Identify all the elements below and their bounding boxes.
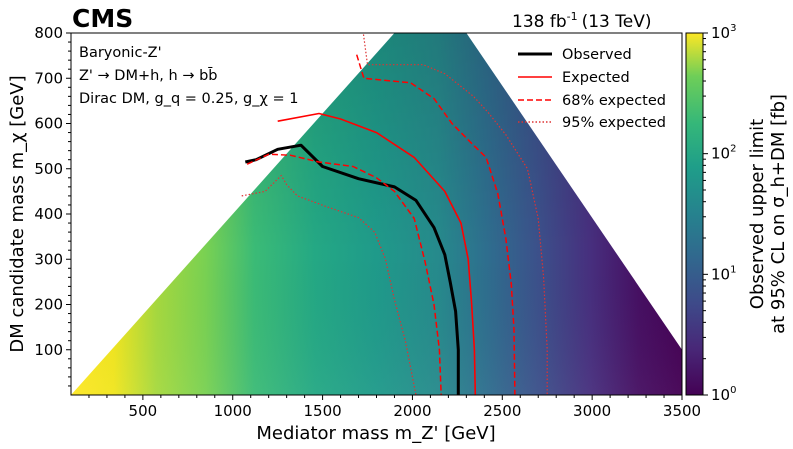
x-axis-label: Mediator mass m_Z' [GeV] — [256, 423, 495, 444]
model-annotation-line2: Z' → DM+h, h → bb̄ — [79, 66, 218, 84]
y-tick-label: 100 — [34, 341, 63, 359]
expected-95-upper-contour — [362, 33, 548, 395]
colorbar-label-line1: Observed upper limit — [747, 119, 768, 309]
model-annotation-line3: Dirac DM, g_q = 0.25, g_χ = 1 — [79, 91, 298, 107]
colorbar-tick-label: 103 — [711, 23, 736, 42]
luminosity-label: 138 fb-1 (13 TeV) — [512, 10, 652, 32]
expected-contour — [277, 112, 477, 395]
y-axis-ticks: 100 200 300 400 500 600 700 800 — [34, 24, 71, 387]
x-tick-label: 1500 — [303, 402, 341, 420]
colorbar-tick-label: 100 — [711, 385, 736, 404]
y-tick-label: 400 — [34, 205, 63, 223]
x-tick-label: 3500 — [663, 402, 701, 420]
colorbar-tick-label: 102 — [711, 144, 736, 163]
x-axis-ticks: 500 1000 1500 2000 2500 3000 3500 — [88, 395, 701, 420]
y-axis-label: DM candidate mass m_χ [GeV] — [7, 75, 28, 352]
expected-68-lower-contour — [246, 153, 442, 395]
colorbar-ticks: 100 101 102 103 — [703, 23, 736, 404]
x-tick-label: 2000 — [393, 402, 431, 420]
y-tick-label: 300 — [34, 250, 63, 268]
x-tick-label: 1000 — [214, 402, 252, 420]
y-tick-label: 200 — [34, 296, 63, 314]
heatmap-shading — [71, 33, 682, 395]
y-tick-label: 600 — [34, 115, 63, 133]
colorbar-label-line2: at 95% CL on σ_h+DM [fb] — [768, 94, 789, 334]
legend-label-expected: Expected — [562, 70, 630, 86]
model-annotation-line1: Baryonic-Z' — [79, 45, 162, 61]
x-tick-label: 500 — [129, 402, 158, 420]
colorbar-tick-label: 101 — [711, 264, 736, 283]
x-tick-label: 2500 — [483, 402, 521, 420]
observed-contour — [244, 143, 460, 395]
y-tick-label: 500 — [34, 160, 63, 178]
x-tick-label: 3000 — [573, 402, 611, 420]
expected-68-upper-contour — [355, 54, 516, 395]
legend-label-95: 95% expected — [562, 115, 666, 131]
contour-lines — [241, 33, 548, 395]
y-tick-label: 700 — [34, 69, 63, 87]
colorbar — [685, 32, 704, 396]
legend: Observed Expected 68% expected 95% expec… — [518, 47, 666, 131]
legend-label-observed: Observed — [562, 47, 632, 63]
legend-label-68: 68% expected — [562, 93, 666, 109]
experiment-label: CMS — [72, 4, 133, 33]
expected-95-lower-contour — [241, 174, 417, 395]
y-tick-label: 800 — [34, 24, 63, 42]
